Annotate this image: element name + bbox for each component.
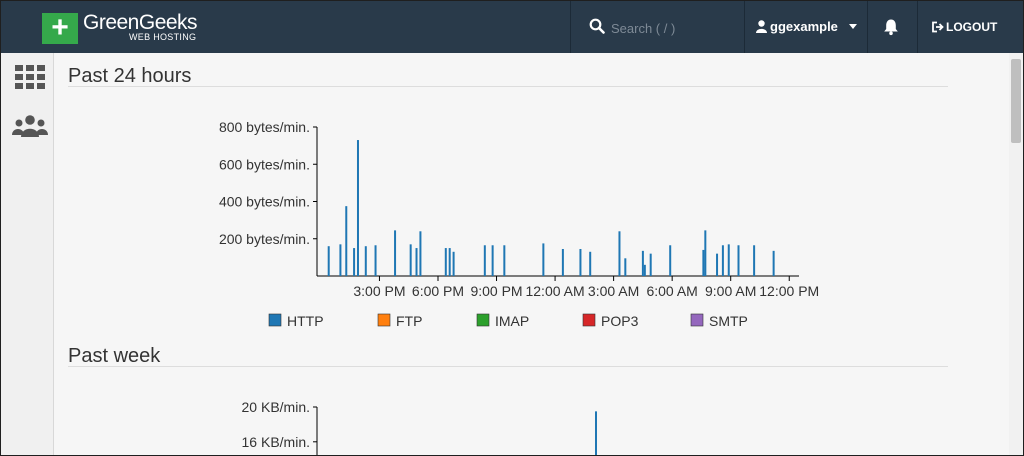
chevron-down-icon	[848, 24, 857, 29]
grid-icon[interactable]	[15, 65, 45, 89]
legend-label-http: HTTP	[287, 313, 324, 329]
bell-icon[interactable]	[882, 18, 900, 36]
http-bar	[394, 230, 397, 276]
http-bar	[772, 250, 775, 276]
http-bar	[716, 253, 719, 276]
navbar-divider	[744, 1, 745, 53]
http-bar	[364, 246, 367, 276]
http-bar	[415, 248, 418, 276]
logout-button[interactable]: LOGOUT	[931, 20, 997, 34]
http-bar	[669, 245, 672, 276]
http-bar	[419, 231, 422, 276]
http-bar	[737, 245, 740, 276]
legend-swatch-pop3	[582, 313, 596, 327]
search-input[interactable]	[609, 17, 733, 39]
brand-tagline: WEB HOSTING	[129, 32, 197, 42]
http-bar	[721, 245, 724, 276]
section-divider	[68, 86, 948, 87]
http-bar	[643, 264, 646, 276]
brand-name[interactable]: GreenGeeks	[83, 11, 198, 34]
x-tick-label: 3:00 PM	[353, 283, 405, 299]
http-bar	[589, 251, 592, 276]
x-tick-label: 12:00 AM	[525, 283, 584, 299]
http-bar	[649, 253, 652, 276]
y-tick-label: 600 bytes/min.	[219, 156, 310, 172]
x-tick-label: 12:00 PM	[759, 283, 819, 299]
http-bar	[339, 244, 342, 276]
legend-label-smtp: SMTP	[709, 313, 748, 329]
y-tick-label: 800 bytes/min.	[219, 119, 310, 135]
legend-swatch-smtp	[690, 313, 704, 327]
logo-plus-icon: +	[51, 11, 69, 44]
http-bar	[753, 245, 756, 276]
http-bar	[483, 245, 486, 276]
y-tick-label: 200 bytes/min.	[219, 231, 310, 247]
legend-label-pop3: POP3	[601, 313, 639, 329]
users-icon[interactable]	[12, 115, 48, 137]
http-bar	[452, 251, 455, 276]
x-tick-label: 6:00 PM	[412, 283, 464, 299]
navbar-divider	[917, 1, 918, 53]
legend-swatch-imap	[476, 313, 490, 327]
http-bar	[353, 248, 356, 276]
http-bar	[618, 231, 621, 276]
user-menu[interactable]: ggexample	[756, 19, 857, 34]
y-tick-label: 16 KB/min.	[242, 434, 310, 450]
http-bar	[624, 258, 627, 276]
page-scrollbar[interactable]	[1009, 53, 1023, 455]
http-bar	[491, 245, 494, 276]
section-divider	[68, 366, 948, 367]
username-label: ggexample	[770, 19, 838, 34]
legend-swatch-ftp	[377, 313, 391, 327]
sign-out-icon	[932, 21, 944, 33]
http-bar	[727, 244, 730, 276]
http-bar	[561, 248, 564, 276]
user-icon	[756, 20, 767, 33]
http-bar	[641, 250, 644, 276]
http-bar	[503, 245, 506, 276]
http-bar	[356, 140, 359, 276]
http-bar	[444, 248, 447, 276]
greengeeks-logo[interactable]: +	[42, 11, 78, 44]
http-bar	[345, 206, 348, 276]
search-icon[interactable]	[589, 18, 605, 34]
x-tick-label: 6:00 AM	[646, 283, 697, 299]
past-24-hours-chart: 200 bytes/min. 400 bytes/min. 600 bytes/mi…	[219, 119, 819, 329]
x-tick-label: 3:00 AM	[588, 283, 639, 299]
http-bar	[448, 248, 451, 276]
top-navbar: + GreenGeeks WEB HOSTING ggexample	[1, 1, 1023, 53]
x-tick-label: 9:00 PM	[470, 283, 522, 299]
navbar-divider	[570, 1, 571, 53]
section-title-past-24-hours: Past 24 hours	[68, 65, 192, 87]
x-tick-label: 9:00 AM	[705, 283, 756, 299]
http-bar	[579, 248, 582, 276]
y-tick-label: 20 KB/min.	[242, 399, 310, 415]
http-bar	[327, 246, 330, 276]
http-bar	[409, 244, 412, 276]
legend-label-ftp: FTP	[396, 313, 422, 329]
section-title-past-week: Past week	[68, 345, 161, 367]
legend-swatch-http	[268, 313, 282, 327]
http-bar	[595, 411, 597, 455]
left-sidebar	[1, 53, 54, 455]
http-bar	[704, 230, 707, 276]
http-bar	[542, 243, 545, 276]
scrollbar-thumb[interactable]	[1011, 59, 1021, 143]
logout-label: LOGOUT	[946, 20, 998, 34]
y-tick-label: 400 bytes/min.	[219, 194, 310, 210]
http-bar	[374, 245, 377, 276]
legend-label-imap: IMAP	[495, 313, 529, 329]
http-bar	[702, 249, 705, 276]
navbar-divider	[867, 1, 868, 53]
